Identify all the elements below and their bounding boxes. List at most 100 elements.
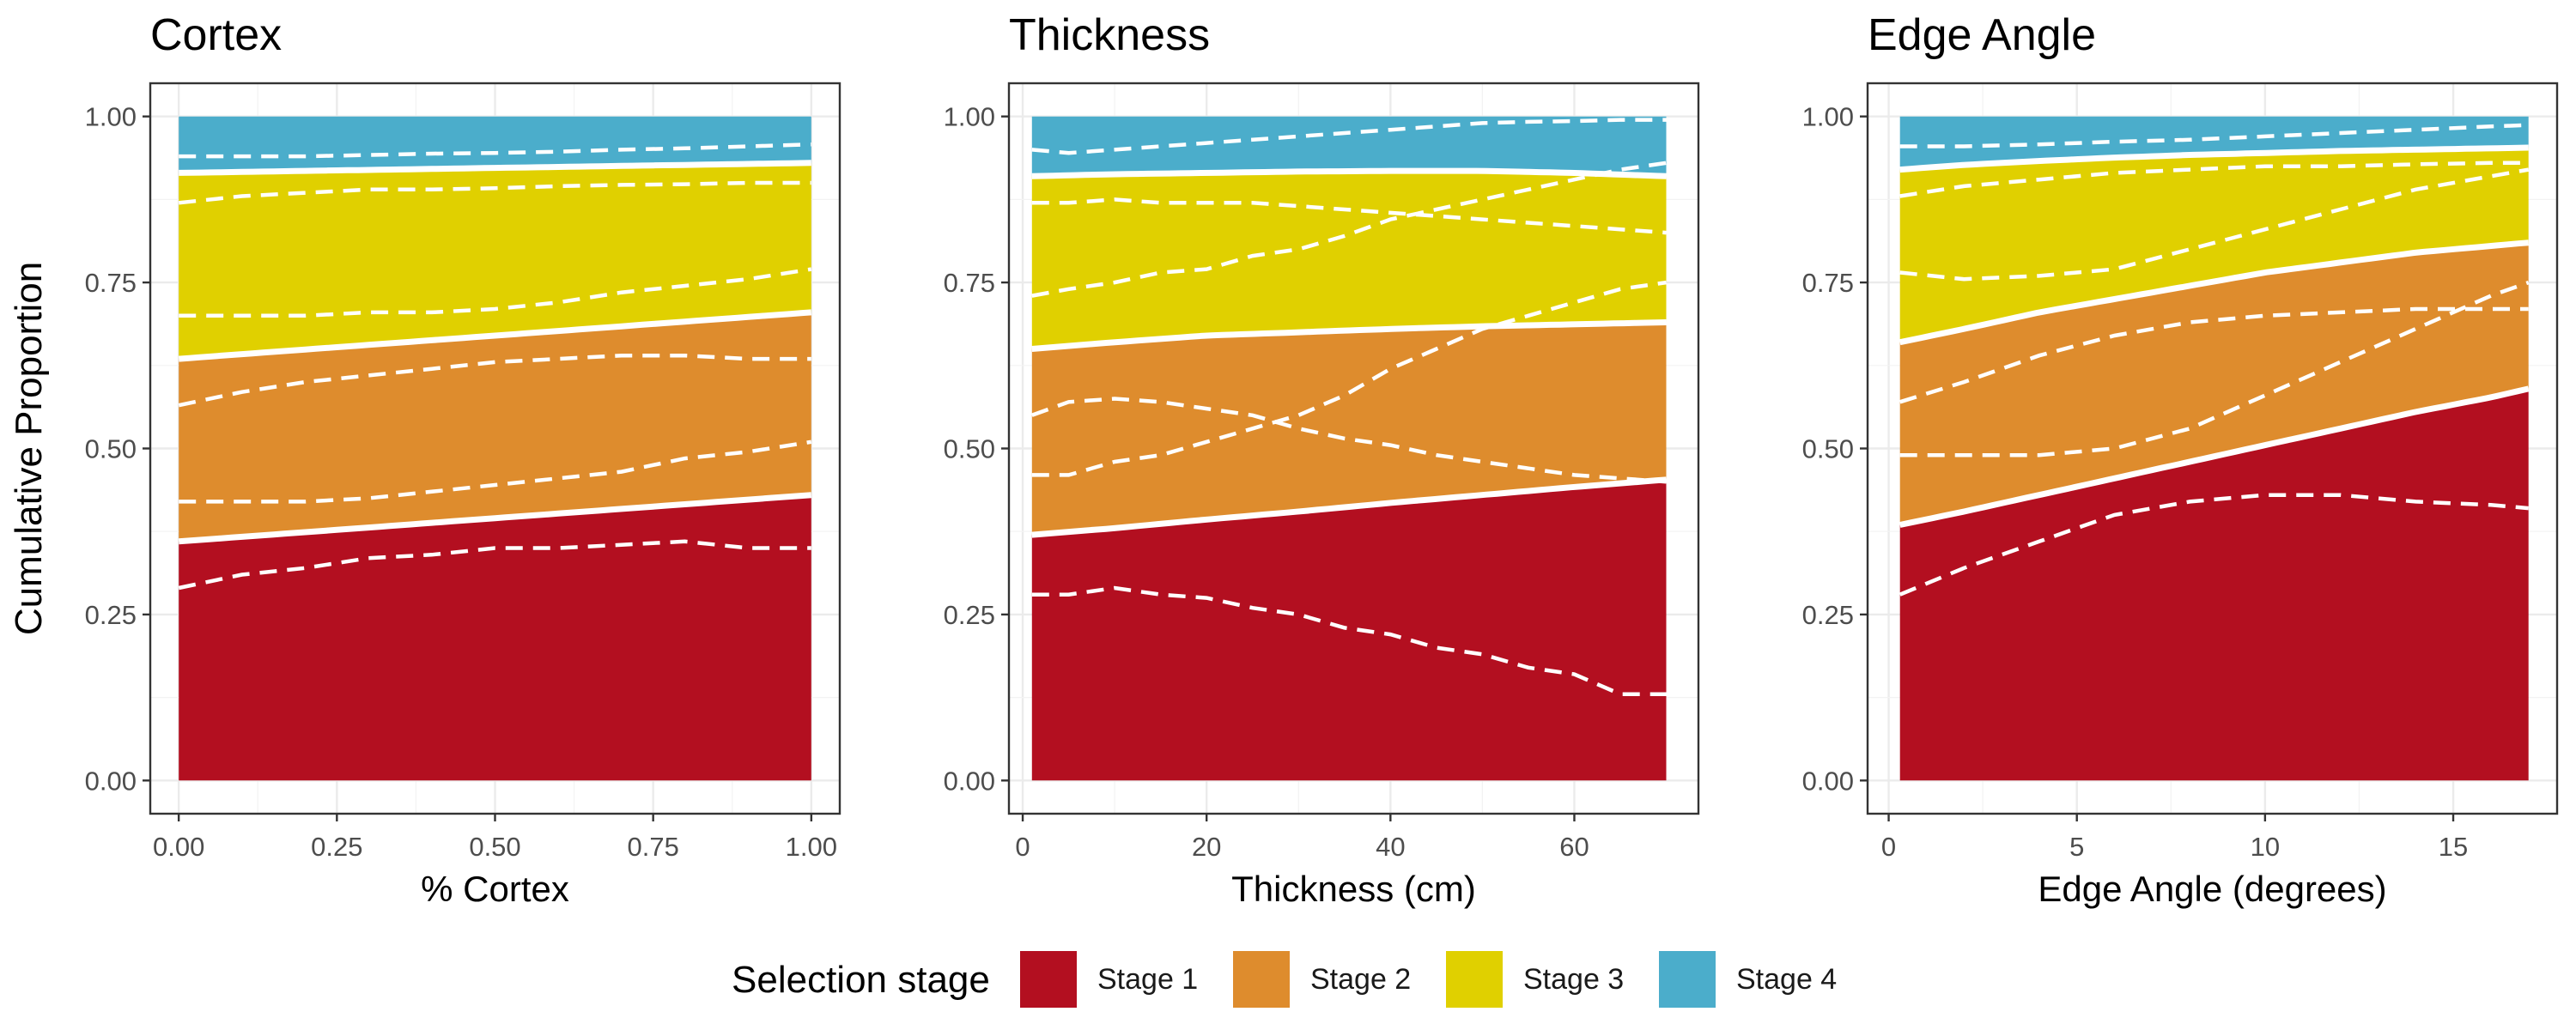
fitted-line-1: [1899, 385, 2530, 528]
panel-title: Thickness: [1009, 10, 1210, 60]
panel-title: Edge Angle: [1868, 10, 2096, 60]
area-stage-2: [1031, 322, 1667, 536]
y-tick-label: 0.50: [1802, 434, 1854, 464]
dashed-line-5: [1899, 161, 2529, 198]
x-tick-label: 0.75: [628, 832, 679, 862]
dashed-line-1: [1031, 585, 1667, 696]
area-stage-4: [1899, 116, 2529, 170]
dashed-line-2: [179, 439, 812, 504]
fitted-line-1: [178, 492, 812, 545]
x-axis-title: % Cortex: [421, 869, 569, 909]
dashed-line-5: [1031, 197, 1667, 235]
dashed-line-4: [1899, 167, 2530, 282]
area-stage-4: [179, 116, 811, 173]
legend-swatch-stage-3: [1446, 951, 1503, 1008]
legend-swatch-stage-1: [1020, 951, 1077, 1008]
empirical-lines: [1899, 123, 2530, 597]
y-tick-label: 1.00: [1802, 102, 1854, 132]
dashed-line-1: [178, 539, 811, 591]
stage-areas: [1899, 116, 2529, 781]
y-axis: 0.00 0.25 0.50 0.75 1.00: [85, 102, 150, 796]
x-axis: 0 20 40 60: [1015, 814, 1589, 862]
x-tick-label: 10: [2251, 832, 2280, 862]
y-tick-label: 0.00: [85, 766, 137, 796]
x-axis-title: Thickness (cm): [1231, 869, 1476, 909]
area-stage-1: [179, 494, 811, 781]
dashed-line-2: [1031, 280, 1667, 477]
fitted-lines: [178, 160, 812, 545]
area-stage-3: [1899, 148, 2529, 342]
dashed-line-6: [179, 142, 811, 159]
x-tick-label: 20: [1192, 832, 1221, 862]
y-tick-label: 0.25: [85, 600, 137, 630]
area-stage-3: [179, 162, 811, 360]
fitted-lines: [1899, 144, 2530, 528]
legend-label-stage-3: Stage 3: [1523, 963, 1625, 996]
area-stage-2: [1899, 242, 2529, 525]
y-tick-label: 0.25: [1802, 600, 1854, 630]
legend-label-stage-1: Stage 1: [1097, 963, 1199, 996]
dashed-line-2: [1899, 280, 2530, 457]
area-stage-1: [1031, 479, 1667, 781]
dashed-line-3: [1031, 397, 1667, 484]
y-tick-label: 1.00: [944, 102, 995, 132]
panel-title: Cortex: [150, 10, 282, 60]
area-stage-2: [179, 312, 811, 542]
y-axis: 0.00 0.25 0.50 0.75 1.00: [944, 102, 1009, 796]
stage-areas: [1031, 116, 1667, 781]
fitted-line-1: [1031, 476, 1667, 538]
x-tick-label: 5: [2069, 832, 2084, 862]
legend-label-stage-4: Stage 4: [1736, 963, 1838, 996]
x-tick-label: 15: [2439, 832, 2468, 862]
y-axis-title: Cumulative Proportion: [8, 262, 50, 635]
empirical-lines: [178, 142, 812, 591]
y-tick-label: 0.50: [85, 434, 137, 464]
area-stage-3: [1031, 171, 1667, 349]
x-tick-label: 0: [1881, 832, 1896, 862]
x-tick-label: 0.50: [469, 832, 520, 862]
fitted-line-3: [1899, 144, 2529, 173]
dashed-line-4: [1031, 161, 1667, 298]
empirical-lines: [1031, 118, 1667, 696]
legend-swatch-stage-4: [1659, 951, 1716, 1008]
y-tick-label: 0.25: [944, 600, 995, 630]
fitted-line-3: [179, 160, 811, 176]
legend-swatch-stage-2: [1233, 951, 1290, 1008]
panel-thickness: 0.00 0.25 0.50 0.75 1.00 0 20 40 60 Thickness Thic…: [944, 10, 1700, 909]
fitted-lines: [1031, 167, 1667, 538]
y-tick-label: 0.75: [1802, 268, 1854, 298]
x-tick-label: 40: [1376, 832, 1405, 862]
stage-areas: [179, 116, 811, 781]
x-tick-label: 0: [1015, 832, 1030, 862]
y-tick-label: 0.75: [944, 268, 995, 298]
dashed-line-4: [179, 267, 812, 318]
dashed-line-1: [1899, 493, 2529, 597]
legend: Selection stage Stage 1 Stage 2 Stage 3 …: [0, 951, 2576, 1011]
legend-title: Selection stage: [732, 959, 990, 1001]
fitted-line-2: [178, 309, 812, 362]
legend-label-stage-2: Stage 2: [1310, 963, 1412, 996]
x-tick-label: 1.00: [786, 832, 837, 862]
panel-edge-angle: 0.00 0.25 0.50 0.75 1.00 0 5 10 15 Edge Angle Edge…: [1802, 10, 2559, 909]
y-tick-label: 1.00: [85, 102, 137, 132]
panel-cortex: 0.00 0.25 0.50 0.75 1.00 0.00 0.25 0.50 0.75 1.00…: [85, 10, 841, 909]
y-tick-label: 0.00: [944, 766, 995, 796]
dashed-line-3: [1899, 306, 2529, 404]
x-axis-title: Edge Angle (degrees): [2038, 869, 2386, 909]
y-tick-label: 0.50: [944, 434, 995, 464]
dashed-line-3: [178, 353, 811, 408]
fitted-line-3: [1031, 167, 1667, 179]
fitted-line-2: [1031, 319, 1667, 352]
x-tick-label: 0.00: [153, 832, 204, 862]
fitted-line-2: [1899, 239, 2529, 346]
x-tick-label: 0.25: [311, 832, 362, 862]
x-axis: 0 5 10 15: [1881, 814, 2468, 862]
dashed-line-6: [1899, 123, 2529, 148]
area-stage-1: [1899, 388, 2529, 781]
x-axis: 0.00 0.25 0.50 0.75 1.00: [153, 814, 837, 862]
y-tick-label: 0.75: [85, 268, 137, 298]
dashed-line-5: [178, 180, 811, 205]
y-axis: 0.00 0.25 0.50 0.75 1.00: [1802, 102, 1868, 796]
